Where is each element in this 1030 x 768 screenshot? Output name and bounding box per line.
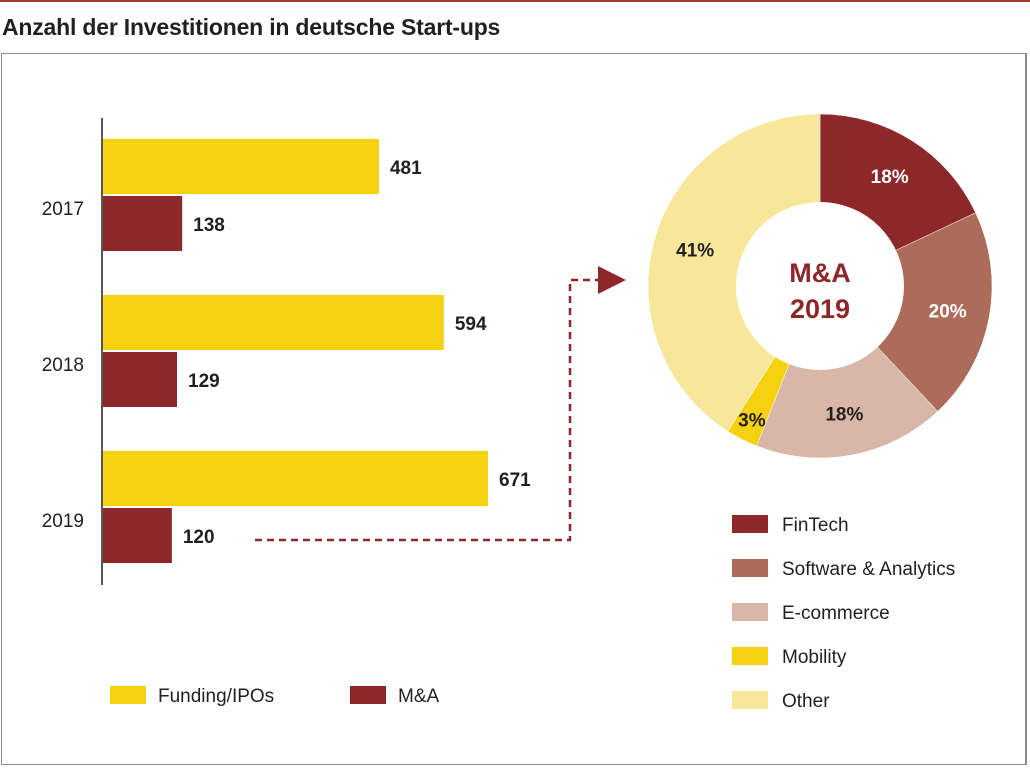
bar-m-a-2018 xyxy=(103,352,178,407)
legend-swatch-m-a xyxy=(350,686,386,704)
value-label-funding-ipos-2017: 481 xyxy=(390,158,422,179)
donut-label-e-commerce: 18% xyxy=(825,405,863,426)
donut-hole xyxy=(736,202,904,370)
legend-swatch-e-commerce xyxy=(732,603,768,621)
bar-legend: Funding/IPOs M&A xyxy=(110,686,440,707)
legend-label-fintech: FinTech xyxy=(782,515,849,536)
value-label-m-a-2019: 120 xyxy=(183,527,215,548)
donut-label-software-analytics: 20% xyxy=(929,301,967,322)
value-label-m-a-2018: 129 xyxy=(188,371,220,392)
bar-funding-ipos-2018 xyxy=(103,295,444,350)
year-label-2019: 2019 xyxy=(42,511,84,532)
legend-swatch-software-analytics xyxy=(732,559,768,577)
bar-funding-ipos-2019 xyxy=(103,451,488,506)
donut-center-label-line-1: M&A xyxy=(789,258,851,288)
donut-slice-software-analytics xyxy=(819,212,993,412)
legend-label-funding-ipos: Funding/IPOs xyxy=(158,686,274,707)
legend-swatch-fintech xyxy=(732,515,768,533)
legend-swatch-mobility xyxy=(732,647,768,665)
legend-swatch-other xyxy=(732,691,768,709)
donut-slice-e-commerce xyxy=(756,285,939,459)
bar-m-a-2019 xyxy=(103,508,172,563)
chart-frame xyxy=(1,53,1027,765)
year-label-2018: 2018 xyxy=(42,355,84,376)
page-title: Anzahl der Investitionen in deutsche Sta… xyxy=(2,14,501,40)
bar-funding-ipos-2017 xyxy=(103,139,379,194)
connector-arrow-icon xyxy=(598,266,626,294)
bar-m-a-2017 xyxy=(103,196,183,251)
legend-label-e-commerce: E-commerce xyxy=(782,603,890,624)
donut-label-mobility: 3% xyxy=(738,411,766,432)
year-label-2017: 2017 xyxy=(42,199,84,220)
donut-legend: FinTech Software & Analytics E-commerce Mob… xyxy=(732,515,955,712)
legend-label-m-a: M&A xyxy=(398,686,440,707)
value-label-funding-ipos-2018: 594 xyxy=(455,314,487,335)
top-rule xyxy=(0,0,1030,2)
legend-label-software-analytics: Software & Analytics xyxy=(782,559,955,580)
legend-label-mobility: Mobility xyxy=(782,647,847,668)
bar-chart: 2017 481 138 2018 594 129 2019 671 120 Funding/I… xyxy=(42,118,531,707)
legend-label-other: Other xyxy=(782,691,830,712)
donut-chart: 18% 20% 18% 3% 41% M&A 2019 FinTech Software … xyxy=(647,113,993,712)
bars-group: 2017 481 138 2018 594 129 2019 671 120 xyxy=(42,139,531,563)
value-label-funding-ipos-2019: 671 xyxy=(499,470,531,491)
donut-label-fintech: 18% xyxy=(871,167,909,188)
connector-dashed-line xyxy=(255,278,598,542)
donut-label-other: 41% xyxy=(676,241,714,262)
donut-center-label-line-2: 2019 xyxy=(790,294,850,324)
legend-swatch-funding-ipos xyxy=(110,686,146,704)
value-label-m-a-2017: 138 xyxy=(193,215,225,236)
